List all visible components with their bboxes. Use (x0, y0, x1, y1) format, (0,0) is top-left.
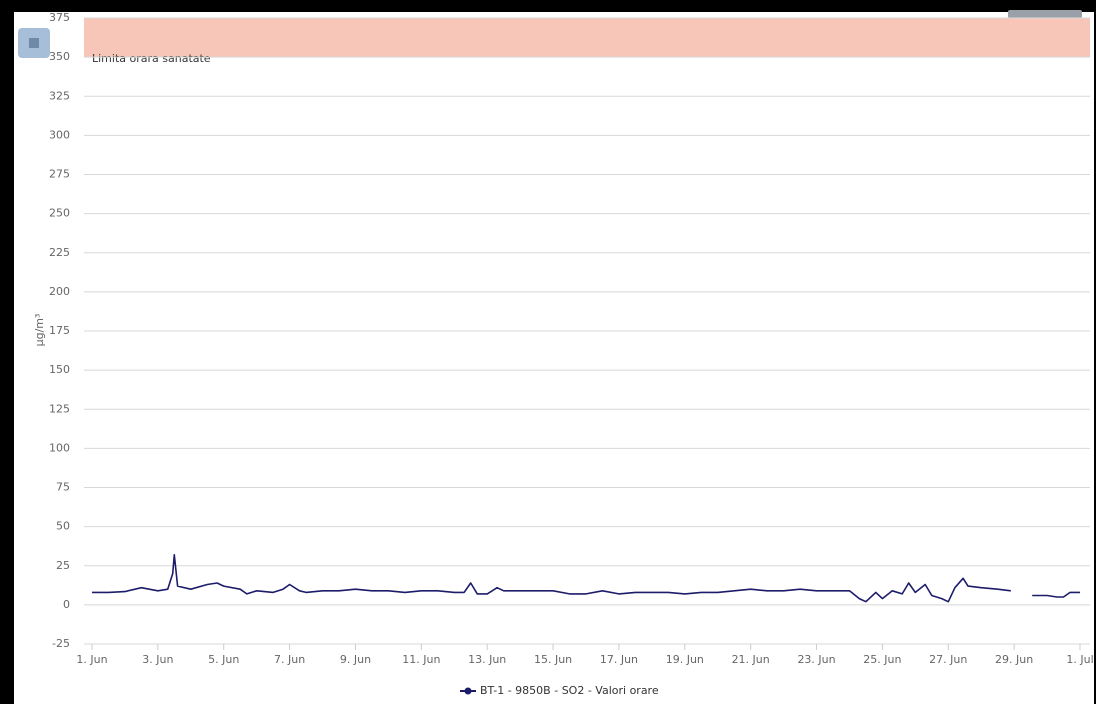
y-tick-label: 200 (49, 285, 70, 298)
y-tick-label: 50 (56, 520, 70, 533)
x-tick-label: 13. Jun (468, 653, 506, 666)
y-tick-label: 125 (49, 402, 70, 415)
x-tick-label: 21. Jun (732, 653, 770, 666)
x-tick-label: 1. Jun (76, 653, 107, 666)
x-tick-label: 23. Jun (797, 653, 835, 666)
legend-symbol (464, 687, 472, 695)
y-tick-label: 150 (49, 363, 70, 376)
y-tick-label: 175 (49, 324, 70, 337)
plot-area: Limita orara sanatate -25 0 25 50 75 100 125 150… (49, 11, 1094, 697)
series-line (92, 554, 1080, 603)
x-tick-label: 29. Jun (995, 653, 1033, 666)
y-tick-label: 100 (49, 441, 70, 454)
y-tick-label: 75 (56, 481, 70, 494)
plot-band (84, 18, 1090, 58)
x-tick-label: 15. Jun (534, 653, 572, 666)
y-tick-label: 300 (49, 128, 70, 141)
y-tick-label: 325 (49, 89, 70, 102)
x-tick-label: 11. Jun (402, 653, 440, 666)
y-tick-label: 0 (63, 598, 70, 611)
x-tick-label: 5. Jun (208, 653, 239, 666)
legend-label: BT-1 - 9850B - SO2 - Valori orare (480, 684, 659, 697)
chart-background (14, 12, 1094, 704)
y-tick-label: 350 (49, 50, 70, 63)
x-tick-label: 7. Jun (274, 653, 305, 666)
x-tick-label: 19. Jun (666, 653, 704, 666)
x-tick-label: 27. Jun (929, 653, 967, 666)
y-tick-label: 275 (49, 168, 70, 181)
x-tick-label: 3. Jun (142, 653, 173, 666)
y-tick-label: 25 (56, 559, 70, 572)
toolbar-button[interactable] (1008, 10, 1082, 18)
plot-band-label: Limita orara sanatate (92, 52, 211, 65)
menu-icon (29, 38, 39, 48)
x-tick-label: 25. Jun (863, 653, 901, 666)
x-tick-label: 1. Jul (1066, 653, 1093, 666)
x-tick-label: 17. Jun (600, 653, 638, 666)
y-tick-label: 225 (49, 246, 70, 259)
y-tick-label: -25 (52, 637, 70, 650)
y-tick-label: 250 (49, 207, 70, 220)
x-tick-label: 9. Jun (340, 653, 371, 666)
y-axis-title: µg/m³ (33, 314, 46, 347)
y-tick-label: 375 (49, 11, 70, 24)
